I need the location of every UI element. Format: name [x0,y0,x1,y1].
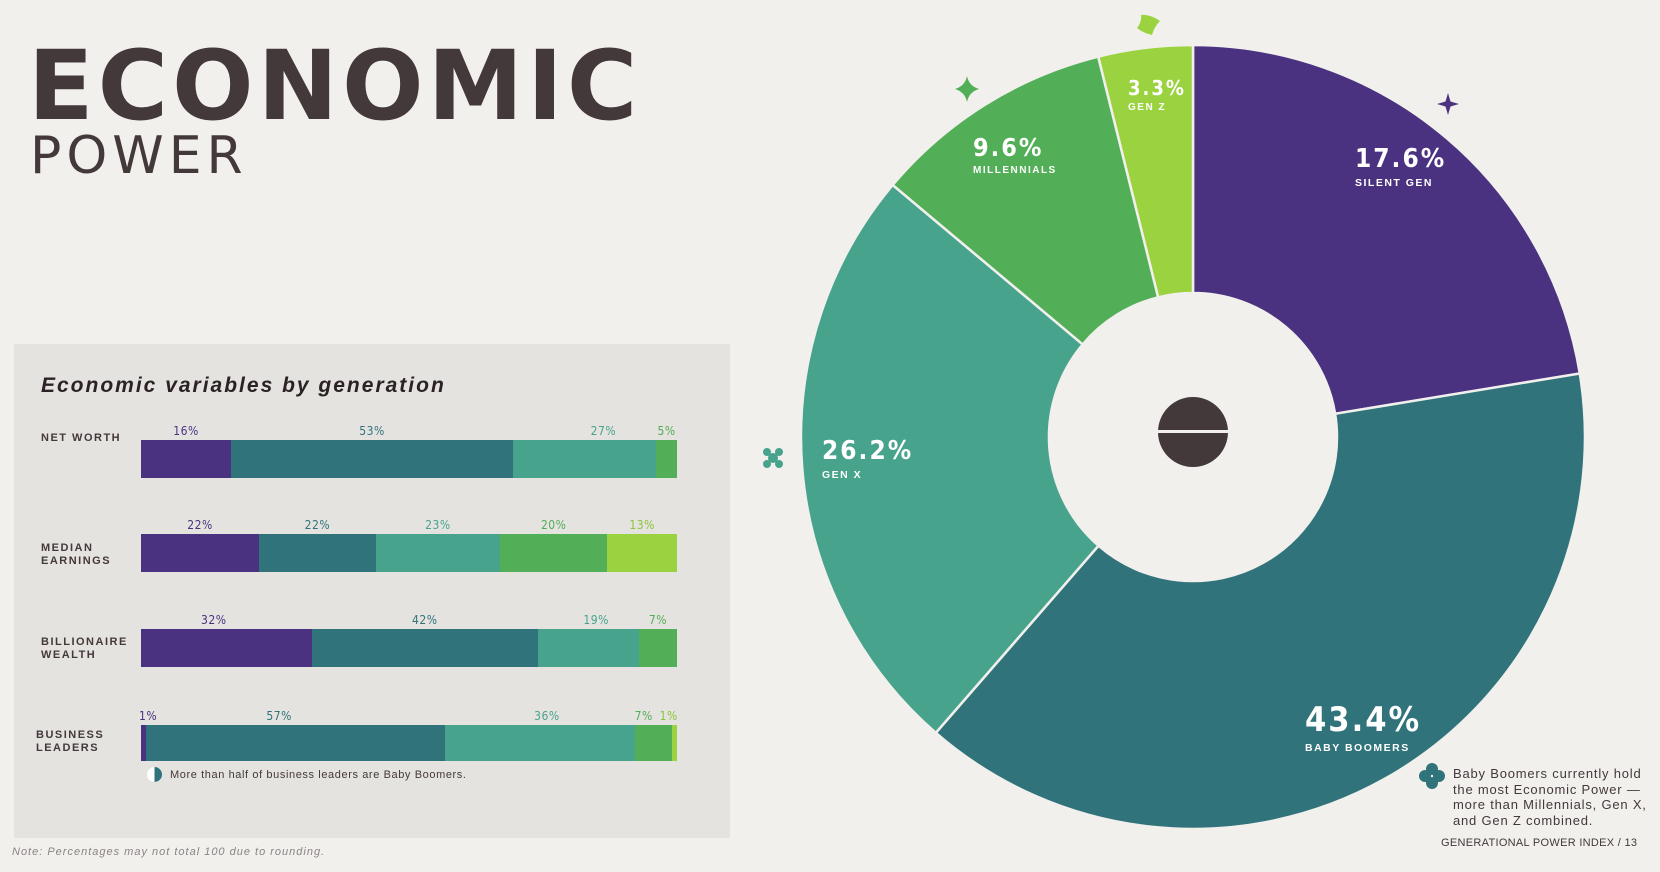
value-label: 19% [583,613,609,627]
leaf-icon-gen-z [1137,14,1160,35]
pie-label-pct: 43.4% [1305,700,1422,740]
value-label: 13% [629,518,655,532]
bar-segment-millennials: 5% [656,424,677,478]
bar-segment-gen-x: 19% [537,613,639,667]
pie-label-pct: 17.6% [1355,144,1447,174]
panel-title: Economic variables by generation [41,374,446,397]
bar-segment-silent-gen: 32% [141,613,312,667]
row-label-line: NET WORTH [41,432,122,444]
bar-segment-millennials: 7% [638,613,677,667]
pie-label-name: SILENT GEN [1355,177,1434,189]
row-label-billionaire-wealth: BILLIONAIRE WEALTH [41,636,128,662]
value-label: 27% [590,424,617,438]
page-title: ECONOMIC [28,30,642,142]
pie-label-baby-boomers: 43.4% BABY BOOMERS [1305,703,1421,754]
economic-variables-panel: Economic variables by generation NET WOR… [14,344,730,838]
value-label: 32% [201,613,227,627]
bar-segment-gen-x: 27% [512,424,657,478]
page-subtitle: POWER [30,126,248,186]
pie-label-silent-gen: 17.6% SILENT GEN [1355,146,1446,189]
half-circle-icon [147,767,162,782]
value-label: 23% [425,518,451,532]
note-text: More than half of business leaders are B… [170,768,467,781]
pie-label-millennials: 9.6% MILLENNIALS [973,135,1057,176]
pie-label-pct: 9.6% [973,133,1044,162]
row-label-business-leaders: BUSINESS LEADERS [36,729,104,755]
value-label: 36% [534,709,560,723]
bar-segment-silent-gen: 16% [141,424,232,478]
bar-segment-gen-z: 1% [660,709,677,761]
value-label: 1% [659,709,678,723]
value-label: 42% [412,613,438,627]
business-leaders-note: More than half of business leaders are B… [147,767,467,782]
pie-label-name: GEN X [822,469,863,481]
row-label-line: BUSINESS [36,729,105,741]
value-label: 7% [648,613,667,627]
value-label: 53% [359,424,385,438]
bar-segment-silent-gen: 22% [141,518,259,572]
pie-slice-gen-x [799,183,1101,735]
bar-segment-silent-gen: 1% [139,709,157,761]
bar-segment-gen-x: 36% [444,709,635,761]
bar-net-worth: 16% 53% 27% 5% [141,424,677,478]
row-label-net-worth: NET WORTH [41,432,121,445]
bar-segment-baby-boomers: 42% [311,613,538,667]
bar-segment-baby-boomers: 53% [231,424,513,478]
clover-icon [1419,763,1445,789]
sparkle-icon-millennials [955,76,979,102]
pie-label-pct: 3.3% [1128,76,1186,100]
pie-label-gen-x: 26.2% GEN X [822,438,913,481]
row-label-median-earnings: MEDIAN EARNINGS [41,542,111,568]
row-label-line: MEDIAN [41,542,94,554]
cross-icon-gen-x [763,448,783,468]
bar-segment-baby-boomers: 22% [258,518,376,572]
pie-slice-gen-z [1096,43,1195,299]
sparkle-icon-silent-gen [1437,93,1459,115]
value-label: 20% [540,518,567,532]
bar-segment-millennials: 7% [634,709,672,761]
bar-median-earnings: 22% 22% 23% 20% 13% [141,518,677,572]
baby-boomers-callout: Baby Boomers currently hold the most Eco… [1453,766,1647,828]
row-label-line: LEADERS [36,742,100,754]
bar-business-leaders: 1% 57% 36% 7% 1% [139,709,677,761]
value-label: 5% [657,424,676,438]
bar-segment-gen-z: 13% [607,518,677,572]
value-label: 16% [173,424,199,438]
pie-label-gen-z: 3.3% GEN Z [1128,78,1186,113]
pie-slice-baby-boomers [934,372,1587,831]
bar-segment-gen-x: 23% [375,518,501,572]
value-label: 22% [187,518,213,532]
pie-label-name: BABY BOOMERS [1305,742,1410,754]
row-label-line: BILLIONAIRE [41,636,128,648]
page-footer: GENERATIONAL POWER INDEX / 13 [1441,837,1638,849]
pie-slice-silent-gen [1191,43,1582,416]
bar-billionaire-wealth: 32% 42% 19% 7% [141,613,677,667]
pie-label-pct: 26.2% [822,436,914,466]
value-label: 7% [634,709,653,723]
footnote: Note: Percentages may not total 100 due … [12,846,326,858]
pie-slice-millennials [890,55,1160,347]
bar-segment-baby-boomers: 57% [146,709,445,761]
pie-label-name: MILLENNIALS [973,165,1057,176]
center-coin-icon [1156,397,1230,467]
bar-segment-millennials: 20% [500,518,608,572]
row-label-line: EARNINGS [41,555,112,567]
row-label-line: WEALTH [41,649,97,661]
value-label: 57% [266,709,292,723]
value-label: 1% [139,709,158,723]
pie-label-name: GEN Z [1128,102,1167,113]
value-label: 22% [304,518,331,532]
